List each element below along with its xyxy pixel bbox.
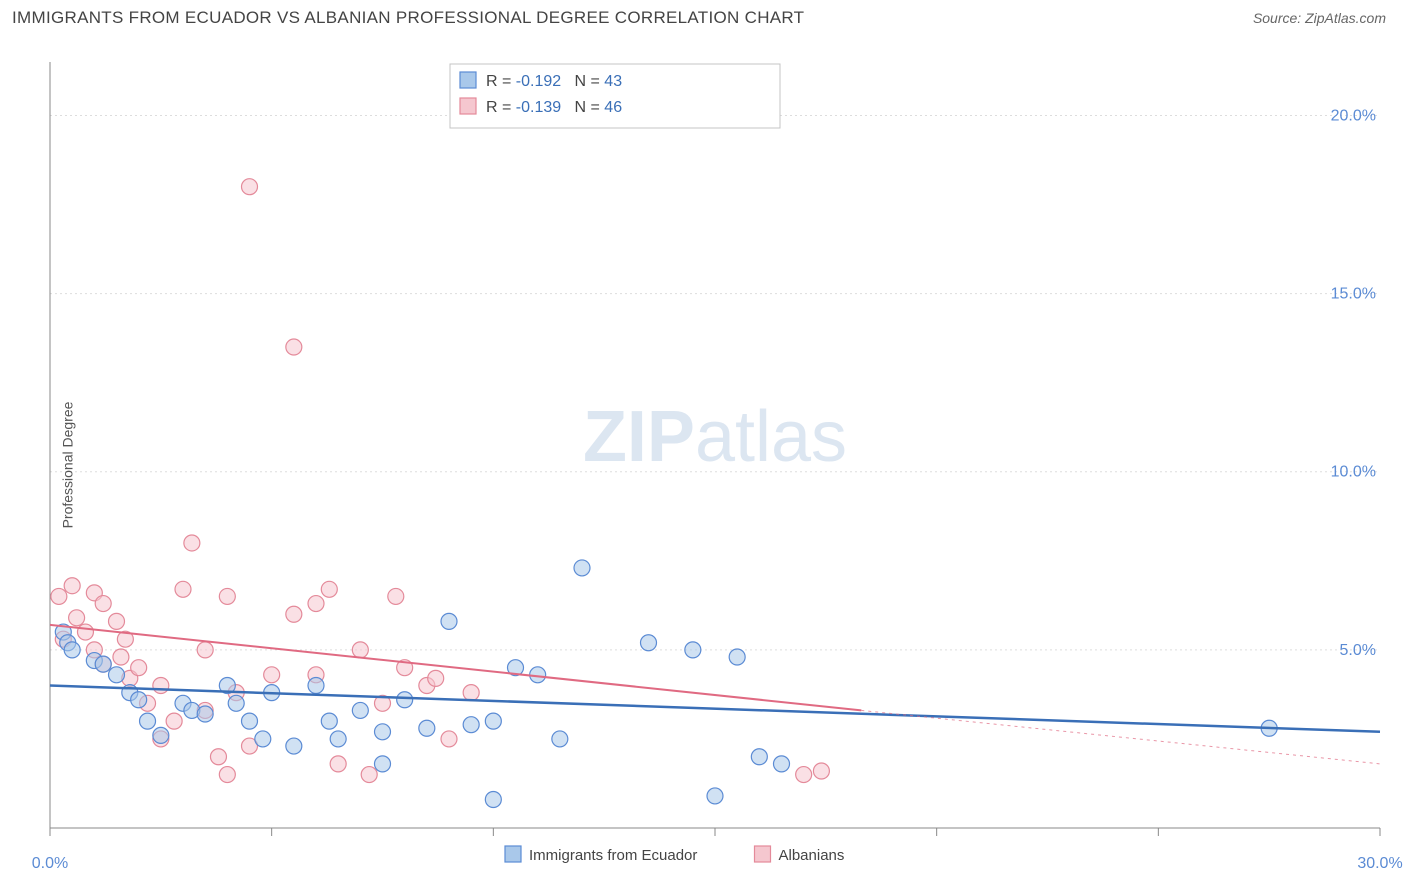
trend-line — [50, 625, 861, 711]
data-point — [153, 677, 169, 693]
legend-swatch — [460, 72, 476, 88]
data-point — [64, 578, 80, 594]
data-point — [388, 588, 404, 604]
data-point — [707, 788, 723, 804]
data-point — [321, 713, 337, 729]
data-point — [64, 642, 80, 658]
data-point — [552, 731, 568, 747]
chart-source: Source: ZipAtlas.com — [1253, 10, 1386, 26]
data-point — [184, 535, 200, 551]
data-point — [228, 695, 244, 711]
y-tick-label: 10.0% — [1331, 464, 1376, 481]
data-point — [330, 756, 346, 772]
data-point — [441, 731, 457, 747]
legend-swatch — [505, 846, 521, 862]
data-point — [321, 581, 337, 597]
legend-stats-row: R = -0.139 N = 46 — [486, 99, 622, 116]
y-tick-label: 20.0% — [1331, 107, 1376, 124]
watermark: ZIPatlas — [583, 397, 847, 477]
data-point — [330, 731, 346, 747]
data-point — [485, 791, 501, 807]
legend-label: Albanians — [779, 847, 845, 864]
data-point — [419, 720, 435, 736]
data-point — [95, 656, 111, 672]
data-point — [751, 749, 767, 765]
data-point — [352, 642, 368, 658]
data-point — [308, 677, 324, 693]
data-point — [210, 749, 226, 765]
scatter-chart: 5.0% 10.0% 15.0% 20.0% ZIPatlas 0.0% 30.0% R = … — [0, 38, 1406, 892]
data-point — [308, 596, 324, 612]
data-point — [641, 635, 657, 651]
data-point — [95, 596, 111, 612]
data-point — [729, 649, 745, 665]
chart-title: IMMIGRANTS FROM ECUADOR VS ALBANIAN PROF… — [12, 8, 804, 28]
data-point — [242, 179, 258, 195]
legend-stats-row: R = -0.192 N = 43 — [486, 73, 622, 90]
x-tick-label: 30.0% — [1357, 855, 1402, 872]
data-point — [485, 713, 501, 729]
data-point — [375, 724, 391, 740]
data-point — [113, 649, 129, 665]
data-point — [219, 767, 235, 783]
data-point — [352, 702, 368, 718]
data-point — [796, 767, 812, 783]
data-point — [685, 642, 701, 658]
chart-header: IMMIGRANTS FROM ECUADOR VS ALBANIAN PROF… — [0, 0, 1406, 32]
data-point — [361, 767, 377, 783]
chart-area: Professional Degree 5.0% 10.0% 15.0% 20.0% Z… — [0, 38, 1406, 892]
trend-line-extension — [861, 710, 1380, 763]
data-point — [140, 713, 156, 729]
data-point — [286, 339, 302, 355]
data-point — [77, 624, 93, 640]
data-point — [264, 667, 280, 683]
y-tick-label: 5.0% — [1340, 642, 1376, 659]
data-point — [375, 756, 391, 772]
data-point — [428, 670, 444, 686]
data-point — [197, 642, 213, 658]
data-point — [153, 727, 169, 743]
data-point — [255, 731, 271, 747]
data-point — [109, 613, 125, 629]
data-point — [813, 763, 829, 779]
data-point — [51, 588, 67, 604]
legend-label: Immigrants from Ecuador — [529, 847, 697, 864]
data-point — [197, 706, 213, 722]
data-point — [131, 692, 147, 708]
data-point — [219, 588, 235, 604]
y-axis-label: Professional Degree — [59, 402, 75, 529]
data-point — [774, 756, 790, 772]
data-point — [463, 717, 479, 733]
data-point — [109, 667, 125, 683]
data-point — [397, 692, 413, 708]
data-point — [574, 560, 590, 576]
legend-swatch — [755, 846, 771, 862]
data-point — [69, 610, 85, 626]
data-point — [131, 660, 147, 676]
data-point — [441, 613, 457, 629]
data-point — [175, 581, 191, 597]
data-point — [242, 713, 258, 729]
data-point — [166, 713, 182, 729]
data-point — [463, 685, 479, 701]
y-tick-label: 15.0% — [1331, 286, 1376, 303]
x-tick-label: 0.0% — [32, 855, 68, 872]
data-point — [286, 738, 302, 754]
data-point — [286, 606, 302, 622]
legend-swatch — [460, 98, 476, 114]
